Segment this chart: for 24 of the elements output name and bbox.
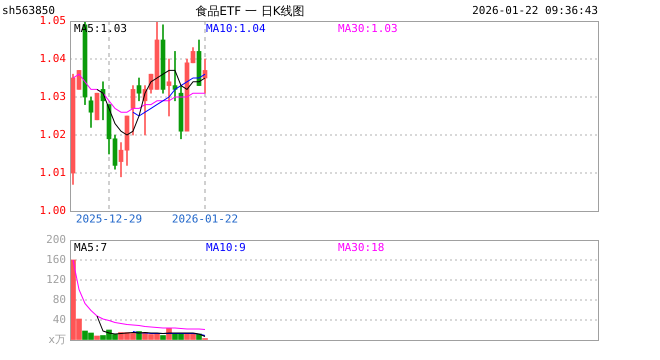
y-tick-label: 200	[46, 232, 66, 246]
text: MA30:1.03	[338, 22, 398, 35]
text: MA10:9	[206, 240, 246, 254]
y-tick-label: 40	[52, 312, 66, 326]
bar	[94, 336, 100, 340]
y-tick-label: 1.04	[40, 52, 66, 65]
y-tick-label: 80	[52, 292, 66, 306]
y-tick-label: 160	[46, 252, 66, 266]
y-tick-label: 1.00	[40, 204, 66, 217]
y-tick-label: 120	[46, 272, 66, 286]
y-tick-label: 1.02	[40, 128, 66, 141]
y-tick-label: 1.01	[40, 166, 66, 179]
x-tick-label: 2025-12-29	[76, 212, 142, 226]
candlestick	[166, 58, 172, 116]
y-tick-label: 1.03	[40, 90, 66, 103]
candlestick	[202, 58, 208, 94]
text: MA10:1.04	[206, 22, 266, 35]
text: 2026-01-22 09:36:43	[472, 4, 598, 17]
text: MA30:18	[338, 240, 384, 254]
y-tick-label: x万	[48, 332, 66, 346]
x-tick-label: 2026-01-22	[172, 212, 238, 226]
chart-title: 食品ETF 一 日K线图	[195, 4, 305, 18]
bar	[160, 335, 166, 340]
text: MA5:7	[74, 240, 108, 254]
